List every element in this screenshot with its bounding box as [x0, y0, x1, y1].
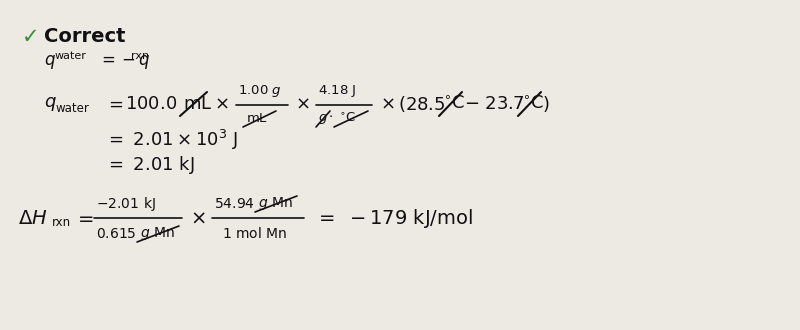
Text: $q$: $q$: [44, 53, 56, 71]
Text: rxn: rxn: [52, 216, 71, 229]
Text: $\times$: $\times$: [214, 95, 229, 113]
Text: $=$: $=$: [74, 209, 94, 227]
Text: $^\circ\!\mathrm{C}$: $^\circ\!\mathrm{C}$: [520, 95, 544, 113]
Text: $=\ -179\ \mathrm{kJ/mol}$: $=\ -179\ \mathrm{kJ/mol}$: [315, 207, 473, 229]
Text: $=\ 2.01\ \mathrm{kJ}$: $=\ 2.01\ \mathrm{kJ}$: [105, 154, 194, 176]
Text: $4.18\ \mathrm{J}$: $4.18\ \mathrm{J}$: [318, 83, 357, 99]
Text: $\mathrm{mL}$: $\mathrm{mL}$: [246, 113, 268, 125]
Text: $0.615$: $0.615$: [96, 227, 137, 241]
Text: $= -q$: $= -q$: [98, 53, 150, 71]
Text: $\mathrm{mL}$: $\mathrm{mL}$: [183, 95, 212, 113]
Text: $q$: $q$: [44, 95, 57, 113]
Text: $g\ \mathrm{Mn}$: $g\ \mathrm{Mn}$: [258, 195, 293, 213]
Text: $^\circ\!\mathrm{C}$: $^\circ\!\mathrm{C}$: [441, 95, 465, 113]
Text: $1\ \mathrm{mol\ Mn}$: $1\ \mathrm{mol\ Mn}$: [222, 226, 287, 242]
Text: $)$: $)$: [542, 94, 550, 114]
Text: $54.94$: $54.94$: [214, 197, 255, 211]
Text: $\Delta H$: $\Delta H$: [18, 209, 47, 227]
Text: $\times$: $\times$: [190, 209, 206, 227]
Text: water: water: [55, 102, 89, 115]
Text: $=$: $=$: [105, 95, 124, 113]
Text: $1.00\ g$: $1.00\ g$: [238, 83, 282, 99]
Text: $(28.5$: $(28.5$: [398, 94, 446, 114]
Text: rxn: rxn: [131, 51, 149, 61]
Text: $\times$: $\times$: [295, 95, 310, 113]
Text: $\times$: $\times$: [380, 95, 394, 113]
Text: Correct: Correct: [44, 27, 126, 46]
Text: $=\ 2.01 \times 10^3\ \mathrm{J}$: $=\ 2.01 \times 10^3\ \mathrm{J}$: [105, 128, 238, 152]
Text: $g \cdot \!\ ^\circ\!\mathrm{C}$: $g \cdot \!\ ^\circ\!\mathrm{C}$: [318, 111, 356, 127]
Text: $-2.01\ \mathrm{kJ}$: $-2.01\ \mathrm{kJ}$: [96, 195, 156, 213]
Text: $g\ \mathrm{Mn}$: $g\ \mathrm{Mn}$: [140, 225, 175, 243]
Text: water: water: [55, 51, 87, 61]
Text: ✓: ✓: [22, 27, 39, 47]
Text: $100.0$: $100.0$: [125, 95, 177, 113]
Text: $-\ 23.7$: $-\ 23.7$: [464, 95, 524, 113]
